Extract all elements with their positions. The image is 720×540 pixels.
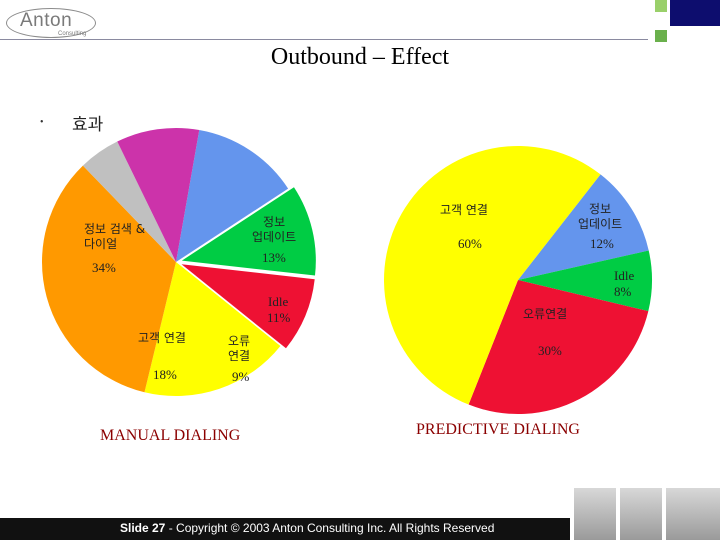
manual-update-pct: 13% bbox=[262, 250, 286, 265]
pie-manual-slice-오류-연결 bbox=[181, 264, 315, 349]
manual-customer-label: 고객 연결 bbox=[138, 331, 186, 345]
footer-text: Slide 27 - Copyright © 2003 Anton Consul… bbox=[120, 521, 494, 535]
pie-predictive-slice-Idle bbox=[518, 250, 652, 312]
pie-manual-slice-정보-업데이트 bbox=[176, 130, 289, 262]
manual-search-pct: 34% bbox=[92, 260, 116, 275]
corner-square bbox=[655, 30, 667, 42]
slide-title: Outbound – Effect bbox=[270, 44, 450, 70]
predictive-customer-label: 고객 연결 bbox=[440, 203, 488, 217]
predictive-idle-pct: 8% bbox=[614, 284, 632, 299]
manual-search-label: 정보 검색 & 다이얼 bbox=[84, 222, 145, 252]
bullet-text: 효과 bbox=[72, 115, 104, 135]
manual-idle-label: Idle bbox=[268, 294, 289, 309]
footer-copyright: - Copyright © 2003 Anton Consulting Inc.… bbox=[165, 521, 495, 535]
predictive-caption: PREDICTIVE DIALING bbox=[416, 421, 580, 438]
pie-manual-slice-정보-검색-&-다이얼 bbox=[41, 165, 176, 393]
pie-manual-slice-고객-연결 bbox=[144, 262, 281, 396]
pie-manual-slice-unlabeled-6 bbox=[117, 127, 200, 262]
manual-customer-pct: 18% bbox=[153, 367, 177, 382]
manual-update-kr: 정보 업데이트 bbox=[252, 215, 297, 244]
pie-predictive-slice-정보-업데이트 bbox=[518, 174, 649, 280]
pie-manual-slice-Idle bbox=[181, 187, 316, 276]
manual-update-label: 정보 업데이트 bbox=[252, 215, 296, 245]
corner-block bbox=[670, 0, 720, 26]
predictive-customer-pct: 60% bbox=[458, 236, 482, 251]
logo-subtext: Consulting bbox=[58, 31, 87, 37]
footer-slide-number: Slide 27 bbox=[120, 521, 166, 535]
header-divider bbox=[0, 39, 648, 40]
logo-oval bbox=[6, 8, 96, 38]
footer-bar bbox=[0, 518, 570, 540]
bullet-dot: • bbox=[40, 117, 44, 128]
manual-error-kr: 오류 연결 bbox=[228, 334, 251, 363]
anton-logo: Anton Consulting bbox=[6, 8, 98, 40]
pie-predictive bbox=[383, 145, 652, 414]
pie-predictive-slice-고객-연결 bbox=[383, 145, 601, 405]
manual-search-kr: 정보 검색 & 다이얼 bbox=[84, 222, 146, 251]
manual-error-label: 오류 연결 bbox=[228, 334, 250, 364]
photo-1 bbox=[574, 488, 616, 540]
photo-2 bbox=[620, 488, 662, 540]
manual-error-pct: 9% bbox=[232, 369, 250, 384]
predictive-error-pct: 30% bbox=[538, 343, 562, 358]
pie-manual-slice-unlabeled-5 bbox=[82, 141, 176, 262]
manual-idle-pct: 11% bbox=[267, 310, 291, 325]
predictive-update-label: 정보 업데이트 bbox=[578, 202, 622, 232]
predictive-idle-label: Idle bbox=[614, 268, 635, 283]
predictive-update-kr: 정보 업데이트 bbox=[578, 202, 623, 231]
manual-caption: MANUAL DIALING bbox=[100, 427, 241, 444]
logo-text: Anton bbox=[20, 10, 73, 31]
corner-square bbox=[655, 0, 667, 12]
pie-predictive-slice-오류연결 bbox=[468, 280, 649, 414]
predictive-update-pct: 12% bbox=[590, 236, 614, 251]
predictive-error-label: 오류연결 bbox=[523, 307, 568, 321]
pie-manual bbox=[41, 127, 316, 396]
photo-3 bbox=[666, 488, 720, 540]
